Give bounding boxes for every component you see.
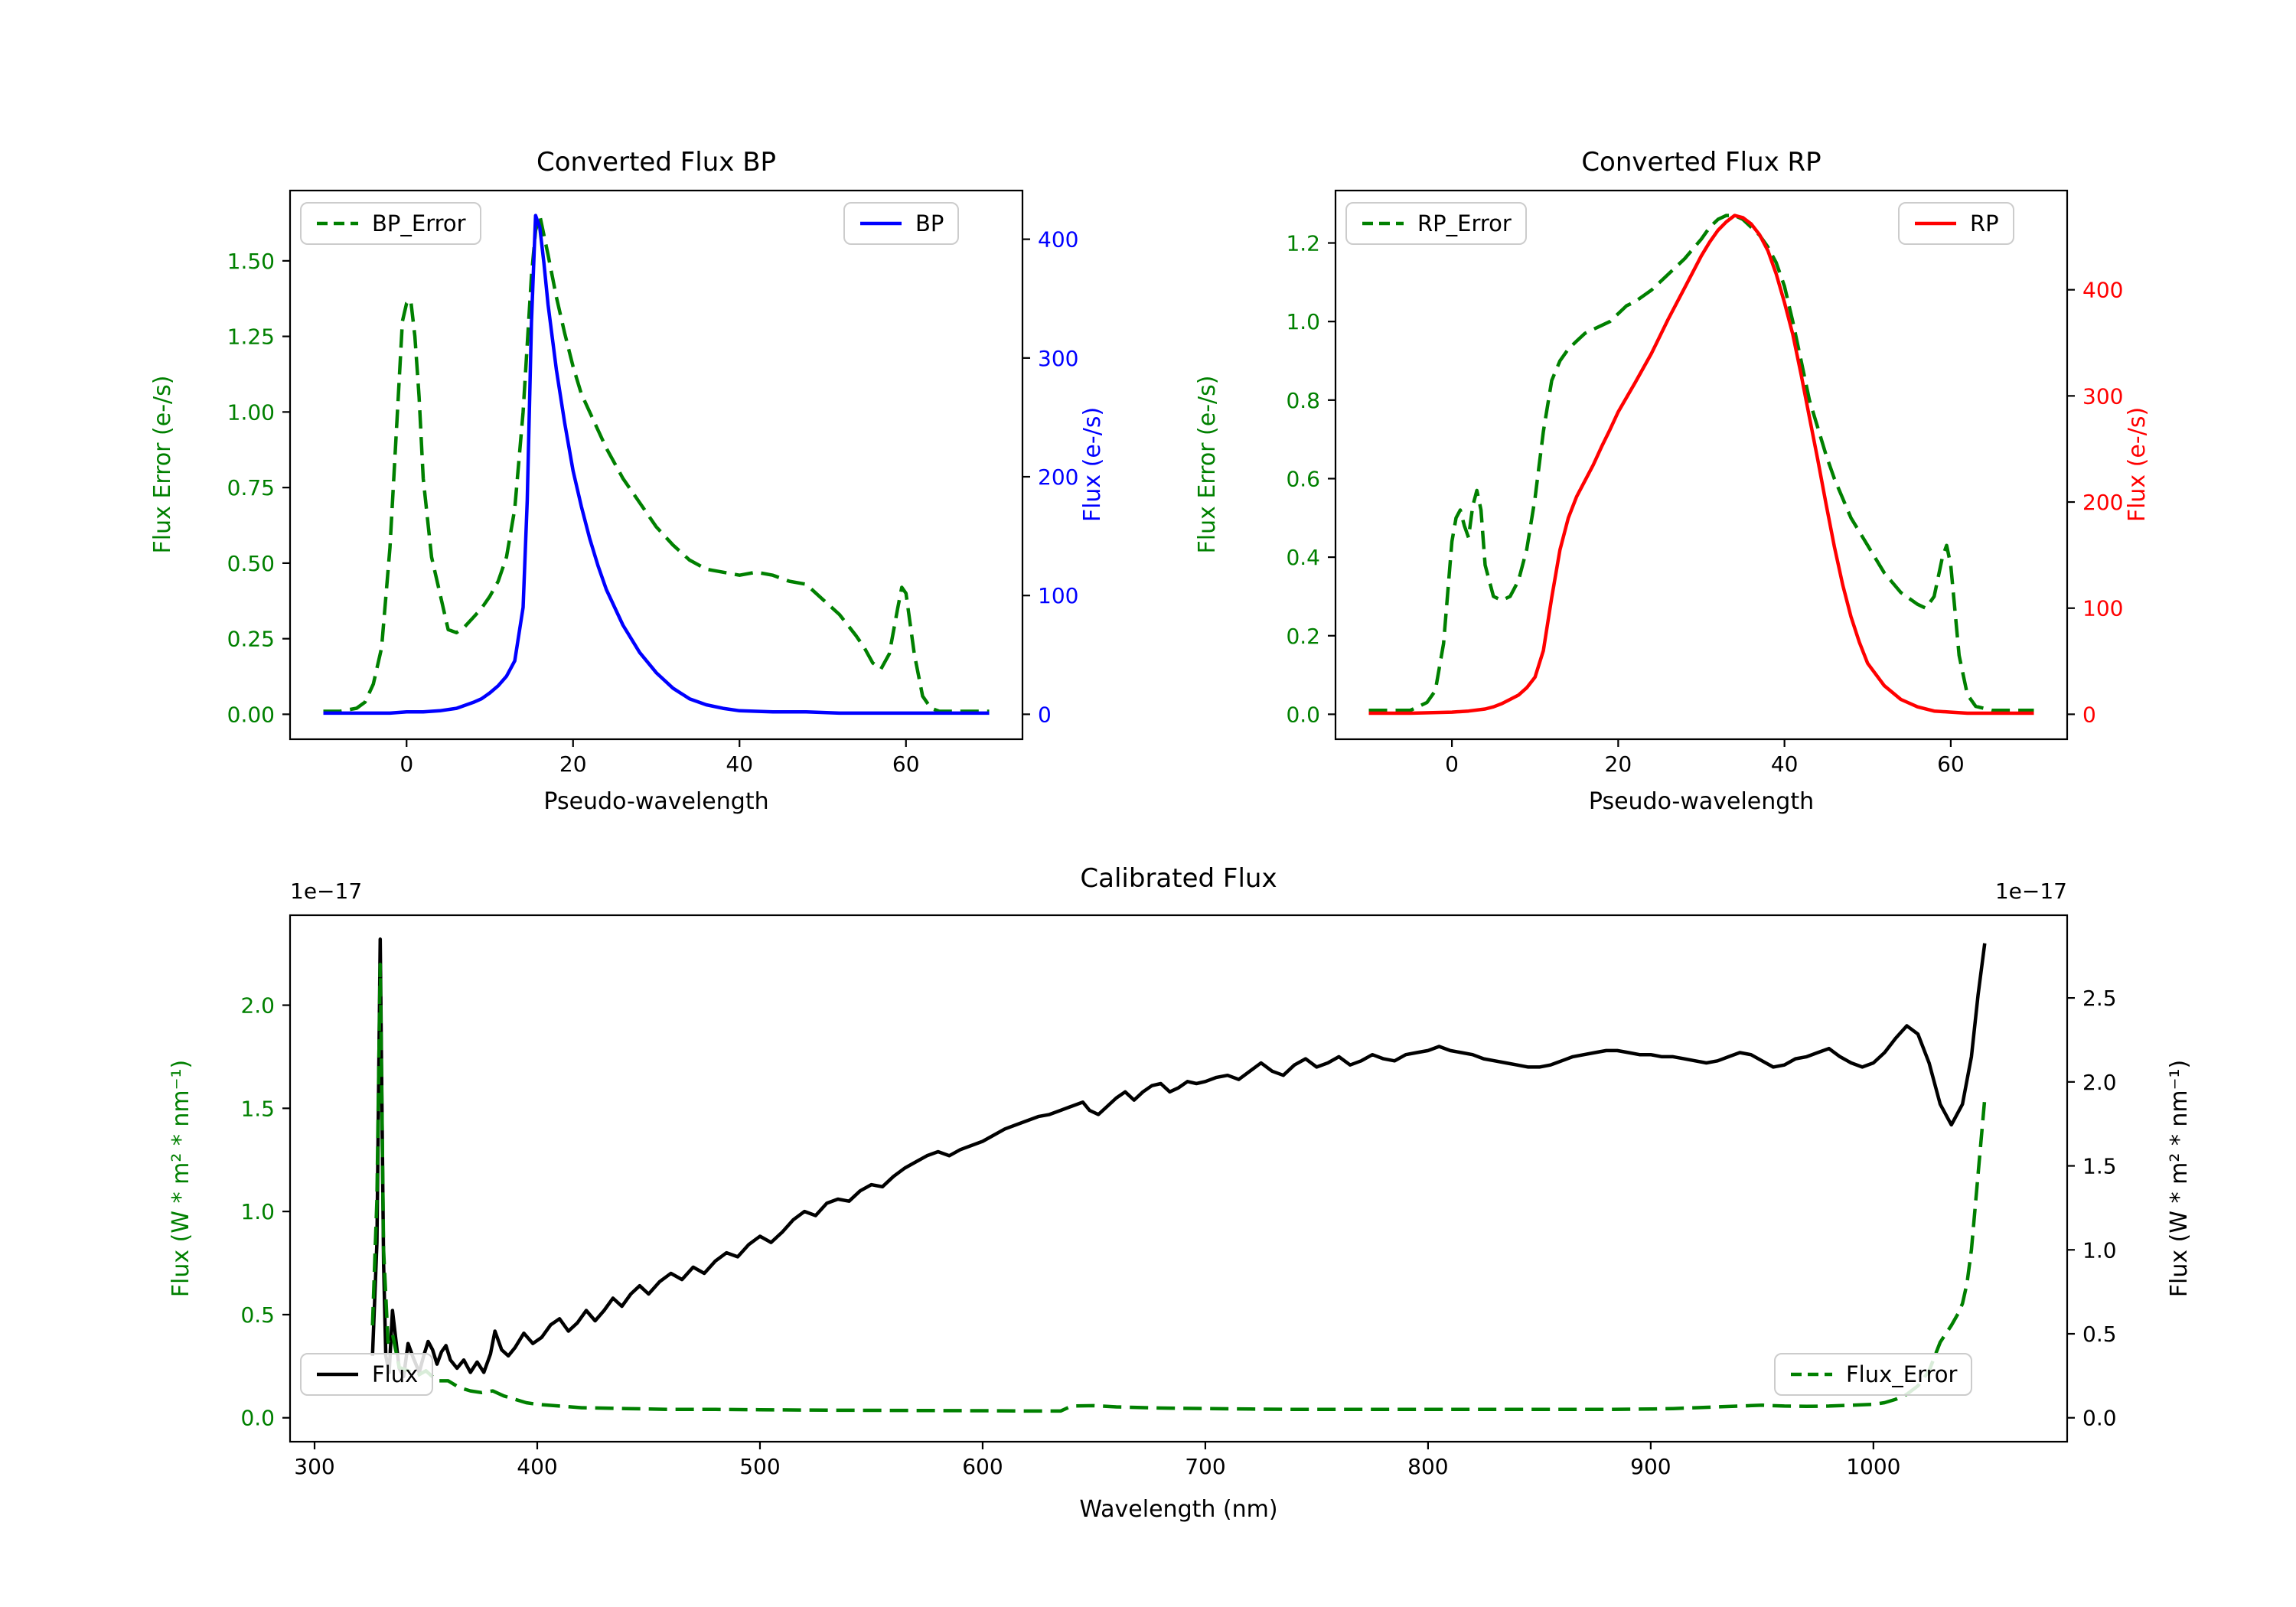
svg-text:0.0: 0.0	[1286, 702, 1320, 727]
svg-text:300: 300	[294, 1454, 334, 1479]
bp-legend-line-icon	[860, 221, 902, 226]
svg-text:20: 20	[559, 751, 587, 777]
svg-text:900: 900	[1630, 1454, 1671, 1479]
bp-error-legend: BP_Error	[300, 202, 481, 245]
calibrated-left-axis-label: Flux (W * m² * nm⁻¹)	[168, 1059, 194, 1298]
svg-text:0.6: 0.6	[1286, 466, 1320, 491]
svg-text:2.0: 2.0	[240, 993, 275, 1019]
flux-error-legend-label: Flux_Error	[1846, 1361, 1958, 1387]
svg-text:300: 300	[2082, 383, 2123, 409]
svg-text:60: 60	[892, 751, 920, 777]
svg-text:0.2: 0.2	[1286, 624, 1320, 649]
rp-plot-title: Converted Flux RP	[1581, 147, 1821, 178]
svg-text:1.0: 1.0	[1286, 309, 1320, 334]
rp-legend-label: RP	[1970, 210, 1999, 236]
rp-right-axis-label: Flux (e-/s)	[2124, 406, 2151, 523]
svg-text:40: 40	[1771, 751, 1799, 777]
svg-text:300: 300	[1038, 346, 1078, 371]
bp-legend-label: BP	[915, 210, 944, 236]
svg-text:1.50: 1.50	[227, 249, 275, 274]
rp-error-legend: RP_Error	[1345, 202, 1527, 245]
right-axis-offset-text: 1e−17	[1994, 878, 2067, 904]
svg-text:2.5: 2.5	[2082, 986, 2117, 1011]
svg-text:1.00: 1.00	[227, 399, 275, 425]
svg-text:800: 800	[1407, 1454, 1448, 1479]
svg-text:100: 100	[1038, 583, 1078, 608]
flux-legend-line-icon	[317, 1372, 358, 1377]
svg-text:200: 200	[2082, 490, 2123, 515]
svg-text:1.0: 1.0	[240, 1199, 275, 1224]
svg-text:0: 0	[1445, 751, 1459, 777]
rp-legend-line-icon	[1915, 221, 1956, 226]
bp-x-axis-label: Pseudo-wavelength	[543, 788, 769, 815]
rp-legend: RP	[1898, 202, 2014, 245]
svg-text:60: 60	[1937, 751, 1965, 777]
bp-error-legend-label: BP_Error	[372, 210, 466, 236]
svg-text:0: 0	[1038, 702, 1052, 727]
svg-text:0.0: 0.0	[240, 1406, 275, 1431]
svg-text:1.2: 1.2	[1286, 231, 1320, 256]
svg-text:40: 40	[726, 751, 753, 777]
bp-left-axis-label: Flux Error (e-/s)	[149, 375, 176, 554]
flux-error-legend-line-icon	[1791, 1372, 1832, 1377]
svg-text:0: 0	[400, 751, 413, 777]
left-axis-offset-text: 1e−17	[290, 878, 363, 904]
calibrated-plot-title: Calibrated Flux	[1080, 863, 1277, 894]
svg-text:1.0: 1.0	[2082, 1237, 2117, 1263]
svg-text:400: 400	[1038, 227, 1078, 253]
svg-text:1.25: 1.25	[227, 324, 275, 350]
svg-text:0.5: 0.5	[2082, 1322, 2117, 1347]
svg-text:0.00: 0.00	[227, 702, 275, 727]
rp-left-axis-label: Flux Error (e-/s)	[1194, 375, 1221, 554]
flux-legend: Flux	[300, 1353, 434, 1396]
rp-error-legend-line-icon	[1362, 221, 1404, 226]
rp-error-legend-label: RP_Error	[1417, 210, 1512, 236]
svg-text:0.4: 0.4	[1286, 545, 1320, 570]
svg-text:0.5: 0.5	[240, 1302, 275, 1328]
svg-text:2.0: 2.0	[2082, 1070, 2117, 1095]
svg-text:500: 500	[739, 1454, 780, 1479]
svg-text:0.50: 0.50	[227, 551, 275, 576]
svg-text:1.5: 1.5	[240, 1096, 275, 1121]
svg-text:0.0: 0.0	[2082, 1406, 2117, 1431]
svg-text:0.8: 0.8	[1286, 388, 1320, 413]
svg-text:1000: 1000	[1846, 1454, 1900, 1479]
svg-text:400: 400	[2082, 278, 2123, 303]
svg-text:0: 0	[2082, 702, 2096, 727]
flux-error-legend: Flux_Error	[1774, 1353, 1973, 1396]
svg-text:1.5: 1.5	[2082, 1154, 2117, 1179]
svg-text:0.75: 0.75	[227, 475, 275, 500]
svg-text:400: 400	[517, 1454, 557, 1479]
rp-x-axis-label: Pseudo-wavelength	[1588, 788, 1815, 815]
svg-text:100: 100	[2082, 596, 2123, 621]
bp-legend: BP	[843, 202, 960, 245]
bp-plot-title: Converted Flux BP	[536, 147, 777, 178]
bp-error-legend-line-icon	[317, 221, 358, 226]
svg-text:20: 20	[1605, 751, 1632, 777]
calibrated-right-axis-label: Flux (W * m² * nm⁻¹)	[2166, 1059, 2193, 1298]
calibrated-x-axis-label: Wavelength (nm)	[1079, 1496, 1278, 1523]
svg-text:0.25: 0.25	[227, 627, 275, 652]
svg-text:700: 700	[1185, 1454, 1225, 1479]
svg-text:200: 200	[1038, 464, 1078, 490]
svg-text:600: 600	[962, 1454, 1003, 1479]
bp-right-axis-label: Flux (e-/s)	[1079, 406, 1106, 523]
flux-legend-label: Flux	[372, 1361, 419, 1387]
